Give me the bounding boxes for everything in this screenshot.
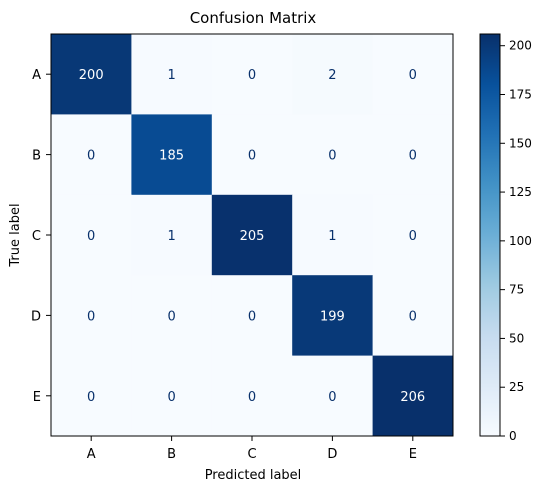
matrix-cell-value: 199	[320, 309, 345, 324]
matrix-cell-value: 0	[248, 390, 256, 405]
y-tick-label: D	[31, 309, 41, 324]
matrix-cell	[51, 275, 132, 357]
matrix-cell	[211, 355, 293, 437]
x-tick-label: A	[87, 447, 96, 462]
matrix-cell	[51, 355, 132, 437]
matrix-cell	[131, 114, 213, 196]
matrix-cell-value: 1	[328, 229, 336, 244]
matrix-cell	[372, 355, 454, 437]
matrix-cell	[292, 275, 374, 357]
colorbar-tick-label: 200	[509, 39, 532, 53]
matrix-cell-value: 0	[409, 68, 417, 83]
x-tick-label: C	[247, 447, 256, 462]
matrix-cell	[292, 355, 374, 437]
matrix-cell	[211, 194, 293, 276]
matrix-cell-value: 0	[87, 309, 95, 324]
colorbar-ticks: 0 25 50 75 100 125 150 175 200	[500, 39, 532, 443]
colorbar-tick-label: 25	[509, 380, 524, 394]
matrix-cell-value: 1	[167, 229, 175, 244]
y-tick-label: A	[32, 68, 41, 83]
matrix-cell-value: 205	[240, 229, 265, 244]
matrix-cell	[131, 194, 213, 276]
y-tick-label: B	[32, 149, 41, 164]
colorbar-tick-label: 150	[509, 136, 532, 150]
matrix-cell-value: 0	[328, 149, 336, 164]
matrix-cell	[292, 34, 374, 115]
matrix-cells	[51, 34, 454, 437]
matrix-cell-labels: 200 1 0 2 00 185 0 0 00 1 205 1 00 0 0 199 00 0 0 0 206	[79, 68, 425, 405]
matrix-cell-value: 0	[167, 309, 175, 324]
matrix-cell-value: 0	[87, 390, 95, 405]
matrix-cell	[51, 34, 132, 115]
y-axis-label: True label	[8, 203, 23, 267]
matrix-cell	[372, 275, 454, 357]
matrix-cell-value: 0	[328, 390, 336, 405]
matrix-cell	[131, 355, 213, 437]
matrix-cell-value: 0	[409, 149, 417, 164]
matrix-cell-value: 185	[159, 149, 184, 164]
colorbar-tick-label: 0	[509, 429, 517, 443]
colorbar	[479, 33, 501, 437]
x-tick-label: B	[167, 447, 176, 462]
matrix-cell	[292, 114, 374, 196]
matrix-cell-value: 206	[400, 390, 425, 405]
chart-title: Confusion Matrix	[190, 9, 317, 27]
x-tick-label: E	[409, 447, 417, 462]
x-axis-ticks: A B C D E	[87, 436, 417, 462]
matrix-cell	[292, 194, 374, 276]
colorbar-tick-label: 175	[509, 87, 532, 101]
matrix-cell-value: 0	[248, 309, 256, 324]
x-axis-label: Predicted label	[205, 468, 302, 483]
matrix-cell-value: 1	[167, 68, 175, 83]
x-tick-label: D	[327, 447, 337, 462]
matrix-cell-value: 0	[87, 229, 95, 244]
matrix-cell	[211, 275, 293, 357]
matrix-cell	[372, 114, 454, 196]
colorbar-tick-label: 100	[509, 234, 532, 248]
matrix-cell	[211, 34, 293, 115]
matrix-cell	[131, 34, 213, 115]
y-axis-ticks: A B C D E	[31, 68, 51, 405]
matrix-cell-value: 0	[248, 149, 256, 164]
matrix-cell	[211, 114, 293, 196]
y-tick-label: C	[32, 229, 41, 244]
matrix-cell	[51, 194, 132, 276]
matrix-cell-value: 0	[248, 68, 256, 83]
matrix-cell-value: 0	[409, 229, 417, 244]
matrix-cell-value: 200	[79, 68, 104, 83]
matrix-cell-value: 0	[167, 390, 175, 405]
matrix-cell-value: 0	[87, 149, 95, 164]
matrix-cell-value: 2	[328, 68, 336, 83]
y-tick-label: E	[33, 390, 41, 405]
matrix-cell	[372, 194, 454, 276]
matrix-cell	[372, 34, 454, 115]
matrix-cell-value: 0	[409, 309, 417, 324]
matrix-cell	[51, 114, 132, 196]
matrix-cell	[131, 275, 213, 357]
colorbar-tick-label: 125	[509, 185, 532, 199]
colorbar-tick-label: 75	[509, 283, 524, 297]
colorbar-tick-label: 50	[509, 331, 524, 345]
